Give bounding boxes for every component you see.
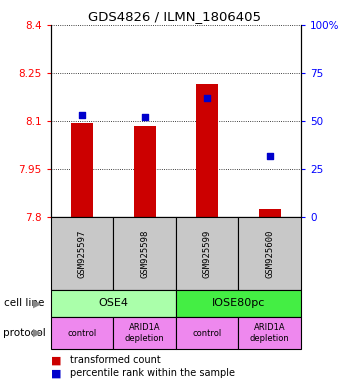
Bar bbox=[196, 84, 218, 217]
Text: GDS4826 / ILMN_1806405: GDS4826 / ILMN_1806405 bbox=[89, 10, 261, 23]
Point bbox=[142, 114, 147, 120]
Bar bbox=[71, 122, 93, 217]
Bar bbox=[259, 209, 281, 217]
Text: GSM925598: GSM925598 bbox=[140, 229, 149, 278]
Text: ▶: ▶ bbox=[33, 298, 41, 308]
Text: ARID1A
depletion: ARID1A depletion bbox=[250, 323, 289, 343]
Text: transformed count: transformed count bbox=[70, 355, 161, 365]
Text: GSM925599: GSM925599 bbox=[203, 229, 212, 278]
Text: ■: ■ bbox=[51, 355, 61, 365]
Text: control: control bbox=[193, 329, 222, 338]
Text: control: control bbox=[68, 329, 97, 338]
Text: GSM925597: GSM925597 bbox=[78, 229, 86, 278]
Text: ARID1A
depletion: ARID1A depletion bbox=[125, 323, 164, 343]
Text: cell line: cell line bbox=[4, 298, 44, 308]
Text: OSE4: OSE4 bbox=[98, 298, 128, 308]
Text: IOSE80pc: IOSE80pc bbox=[212, 298, 265, 308]
Text: GSM925600: GSM925600 bbox=[265, 229, 274, 278]
Bar bbox=[134, 126, 155, 217]
Point bbox=[267, 152, 273, 159]
Point bbox=[79, 112, 85, 118]
Text: ▶: ▶ bbox=[33, 328, 41, 338]
Point bbox=[204, 95, 210, 101]
Text: percentile rank within the sample: percentile rank within the sample bbox=[70, 368, 235, 378]
Text: ■: ■ bbox=[51, 368, 61, 378]
Text: protocol: protocol bbox=[4, 328, 46, 338]
